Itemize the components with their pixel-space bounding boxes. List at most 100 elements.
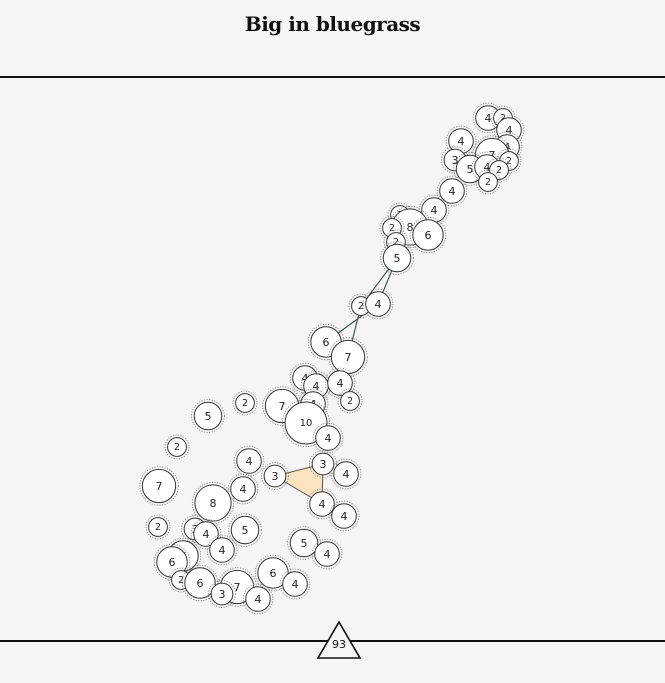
- triangle-icon: [316, 620, 362, 659]
- node-label: 5: [467, 163, 474, 176]
- node-label: 4: [375, 298, 382, 311]
- page-number-badge: 93: [316, 620, 362, 659]
- node: 2: [337, 388, 363, 414]
- node-halo: [493, 114, 525, 146]
- node-circle: [309, 491, 335, 517]
- node-halo: [190, 518, 222, 550]
- node-halo: [279, 568, 311, 600]
- node: 4: [328, 500, 360, 532]
- node-label: 6: [425, 229, 432, 242]
- node-label: 2: [389, 223, 395, 234]
- node-label: 8: [407, 221, 414, 234]
- node: 5: [287, 526, 321, 560]
- node-circle: [439, 178, 465, 204]
- node-circle: [263, 464, 287, 488]
- node-circle: [184, 567, 216, 599]
- node: 4: [362, 288, 394, 320]
- node-circle: [193, 401, 223, 431]
- node-halo: [228, 513, 262, 547]
- node: 6: [409, 216, 447, 254]
- node-halo: [227, 473, 259, 505]
- node-label: 4: [485, 112, 492, 125]
- node: 6: [153, 543, 191, 581]
- node-label: 3: [219, 588, 226, 601]
- node-label: 3: [272, 470, 279, 483]
- node-label: 8: [210, 497, 217, 510]
- node-circle: [315, 425, 341, 451]
- node-circle: [193, 521, 219, 547]
- node-label: 4: [337, 377, 344, 390]
- node: 3: [261, 462, 289, 490]
- node-halo: [208, 580, 236, 608]
- node: 3: [208, 580, 236, 608]
- node: 7: [328, 337, 368, 377]
- node: 5: [191, 399, 225, 433]
- node-label: 5: [301, 537, 308, 550]
- node-halo: [324, 367, 356, 399]
- node-circle: [331, 503, 357, 529]
- node-label: 4: [313, 380, 320, 393]
- node: 5: [228, 513, 262, 547]
- node-halo: [491, 131, 523, 163]
- node-label: 2: [500, 113, 506, 124]
- node-circle: [194, 484, 232, 522]
- node-circle: [209, 537, 235, 563]
- node-halo: [191, 399, 225, 433]
- node-label: 2: [178, 575, 184, 586]
- node-halo: [153, 543, 191, 581]
- node-label: 6: [169, 556, 176, 569]
- node: 3: [309, 450, 337, 478]
- node-label: 4: [255, 593, 262, 606]
- node: 4: [312, 422, 344, 454]
- node-label: 4: [343, 468, 350, 481]
- node-label: 2: [393, 237, 399, 248]
- node-circle: [148, 517, 168, 537]
- node: 6: [181, 564, 219, 602]
- node: 2: [232, 390, 258, 416]
- node: 4: [306, 488, 338, 520]
- node-label: 6: [270, 567, 277, 580]
- node-halo: [206, 534, 238, 566]
- node: 4: [190, 518, 222, 550]
- node-circle: [245, 586, 271, 612]
- node-circle: [141, 468, 177, 504]
- node-halo: [233, 445, 265, 477]
- node-label: 4: [203, 528, 210, 541]
- node-circle: [210, 582, 234, 606]
- node-circle: [282, 571, 308, 597]
- node-label: 7: [234, 581, 241, 594]
- node-halo: [164, 434, 190, 460]
- node-label: 4: [219, 544, 226, 557]
- node-label: 4: [324, 548, 331, 561]
- page-number: 93: [332, 638, 346, 651]
- node-halo: [297, 388, 329, 420]
- node-halo: [181, 564, 219, 602]
- node-circle: [167, 437, 187, 457]
- node-halo: [337, 388, 363, 414]
- node-halo: [418, 194, 450, 226]
- node-label: 4: [319, 498, 326, 511]
- node-label: 7: [156, 480, 163, 493]
- node-halo: [232, 390, 258, 416]
- node-label: 2: [174, 442, 180, 453]
- node-label: 4: [325, 432, 332, 445]
- node-label: 2: [496, 165, 502, 176]
- node-halo: [328, 500, 360, 532]
- node: 7: [139, 466, 179, 506]
- node-circle: [235, 393, 255, 413]
- node-halo: [139, 466, 179, 506]
- node-circle: [382, 243, 412, 273]
- node-halo: [312, 422, 344, 454]
- node: 4: [279, 568, 311, 600]
- node-label: 2: [347, 396, 353, 407]
- node-label: 2: [242, 398, 248, 409]
- node-label: 4: [302, 372, 309, 385]
- node-label: 2: [155, 522, 161, 533]
- node-circle: [230, 476, 256, 502]
- node-circle: [478, 172, 498, 192]
- node-halo: [281, 398, 330, 447]
- node: 2: [475, 169, 501, 195]
- node-label: 6: [197, 577, 204, 590]
- page-title: Big in bluegrass: [244, 12, 421, 36]
- node-halo: [287, 526, 321, 560]
